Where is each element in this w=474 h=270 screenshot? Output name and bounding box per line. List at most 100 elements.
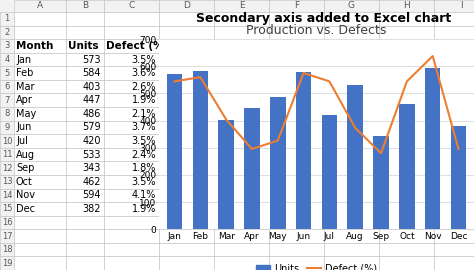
Bar: [66, 66, 104, 80]
Bar: [347, 85, 363, 229]
Bar: [214, 26, 269, 39]
Bar: [159, 39, 214, 53]
Bar: [159, 161, 214, 175]
Bar: [324, 53, 379, 66]
Bar: [104, 216, 159, 229]
Bar: [434, 161, 474, 175]
Text: C: C: [128, 2, 135, 11]
Bar: [14, 216, 66, 229]
Bar: [0, 39, 14, 53]
Bar: [379, 0, 434, 12]
Bar: [66, 134, 104, 148]
Bar: [379, 12, 434, 26]
Bar: [434, 243, 474, 256]
Text: 3: 3: [4, 42, 9, 50]
Bar: [379, 148, 434, 161]
Bar: [14, 229, 66, 243]
Bar: [324, 256, 379, 270]
Text: D: D: [183, 2, 190, 11]
Text: 5: 5: [4, 69, 9, 77]
Bar: [159, 66, 214, 80]
Bar: [269, 0, 324, 12]
Bar: [66, 121, 104, 134]
Bar: [324, 107, 379, 121]
Bar: [269, 175, 324, 188]
Bar: [0, 229, 14, 243]
Bar: [104, 121, 159, 134]
Bar: [269, 161, 324, 175]
Text: 19: 19: [2, 259, 12, 268]
Bar: [14, 107, 66, 121]
Bar: [296, 72, 311, 229]
Text: 17: 17: [2, 232, 12, 241]
Bar: [159, 93, 214, 107]
Bar: [0, 175, 14, 188]
Bar: [104, 188, 159, 202]
Bar: [269, 53, 324, 66]
Bar: [434, 107, 474, 121]
Bar: [159, 256, 214, 270]
Text: 533: 533: [82, 150, 101, 160]
Bar: [434, 39, 474, 53]
Bar: [159, 148, 214, 161]
Bar: [269, 148, 324, 161]
Bar: [214, 202, 269, 216]
Text: E: E: [239, 2, 244, 11]
Bar: [0, 12, 14, 26]
Bar: [214, 80, 269, 93]
Bar: [434, 256, 474, 270]
Bar: [324, 202, 379, 216]
Bar: [434, 12, 474, 26]
Bar: [269, 121, 324, 134]
Bar: [66, 161, 104, 175]
Text: Nov: Nov: [16, 190, 35, 200]
Bar: [269, 229, 324, 243]
Bar: [214, 121, 269, 134]
Text: 7: 7: [4, 96, 9, 105]
Bar: [379, 243, 434, 256]
Text: Defect (%): Defect (%): [106, 41, 168, 51]
Bar: [214, 243, 269, 256]
Bar: [0, 80, 14, 93]
Bar: [214, 53, 269, 66]
Bar: [269, 216, 324, 229]
Bar: [269, 80, 324, 93]
Bar: [104, 134, 159, 148]
Bar: [0, 188, 14, 202]
Text: 2.4%: 2.4%: [131, 150, 156, 160]
Bar: [244, 108, 260, 229]
Bar: [379, 202, 434, 216]
Text: 14: 14: [2, 191, 12, 200]
Bar: [0, 121, 14, 134]
Bar: [104, 39, 159, 53]
Bar: [324, 121, 379, 134]
Bar: [66, 39, 104, 53]
Bar: [434, 0, 474, 12]
Bar: [66, 188, 104, 202]
Bar: [66, 26, 104, 39]
Bar: [434, 148, 474, 161]
Bar: [434, 66, 474, 80]
Bar: [269, 202, 324, 216]
Bar: [214, 256, 269, 270]
Text: Secondary axis added to Excel chart: Secondary axis added to Excel chart: [196, 12, 451, 25]
Bar: [66, 256, 104, 270]
Bar: [0, 161, 14, 175]
Bar: [214, 12, 269, 26]
Bar: [214, 134, 269, 148]
Bar: [159, 216, 214, 229]
Bar: [167, 74, 182, 229]
Bar: [324, 188, 379, 202]
Bar: [379, 93, 434, 107]
Text: 3.5%: 3.5%: [131, 177, 156, 187]
Bar: [379, 121, 434, 134]
Bar: [214, 161, 269, 175]
Bar: [104, 80, 159, 93]
Bar: [66, 216, 104, 229]
Bar: [159, 121, 214, 134]
Text: B: B: [82, 2, 88, 11]
Bar: [14, 93, 66, 107]
Bar: [0, 93, 14, 107]
Bar: [379, 229, 434, 243]
Text: 3.7%: 3.7%: [131, 122, 156, 132]
